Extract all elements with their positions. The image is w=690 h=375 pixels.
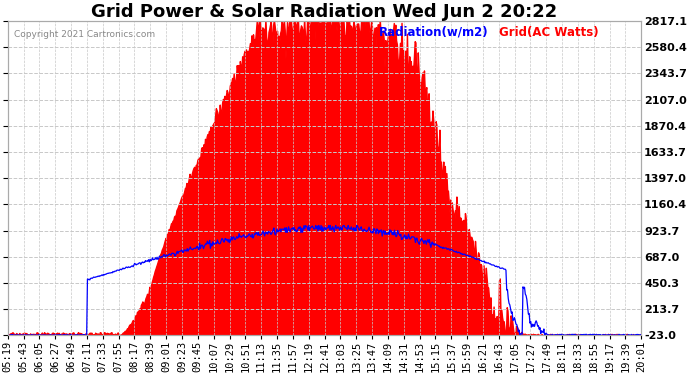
Text: Radiation(w/m2): Radiation(w/m2)	[378, 26, 488, 39]
Title: Grid Power & Solar Radiation Wed Jun 2 20:22: Grid Power & Solar Radiation Wed Jun 2 2…	[91, 3, 558, 21]
Text: Copyright 2021 Cartronics.com: Copyright 2021 Cartronics.com	[14, 30, 155, 39]
Text: Grid(AC Watts): Grid(AC Watts)	[499, 26, 598, 39]
